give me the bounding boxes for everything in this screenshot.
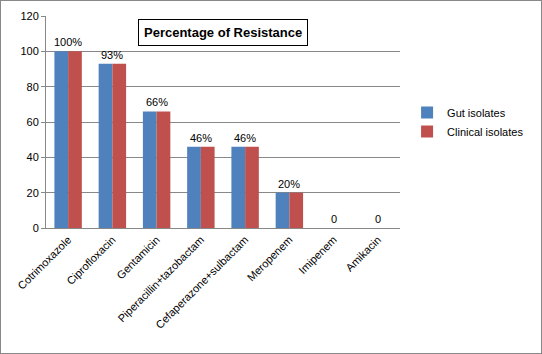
svg-text:0: 0 bbox=[375, 213, 381, 225]
svg-text:Meropenem: Meropenem bbox=[245, 234, 295, 284]
svg-text:Piperacillin+tazobactam: Piperacillin+tazobactam bbox=[115, 234, 206, 325]
svg-text:40: 40 bbox=[27, 151, 39, 163]
svg-text:Clinical isolates: Clinical isolates bbox=[447, 126, 523, 138]
svg-text:46%: 46% bbox=[234, 132, 256, 144]
svg-text:20: 20 bbox=[27, 187, 39, 199]
svg-text:0: 0 bbox=[33, 222, 39, 234]
svg-text:100: 100 bbox=[20, 45, 38, 57]
svg-text:Percentage of Resistance: Percentage of Resistance bbox=[144, 25, 302, 40]
svg-text:100%: 100% bbox=[54, 36, 82, 48]
svg-text:Amikacin: Amikacin bbox=[343, 234, 383, 274]
svg-text:66%: 66% bbox=[146, 96, 168, 108]
svg-text:Cefaperazone+sulbactam: Cefaperazone+sulbactam bbox=[153, 234, 250, 331]
svg-text:120: 120 bbox=[20, 10, 38, 22]
svg-text:Cotrimoxazole: Cotrimoxazole bbox=[15, 234, 73, 292]
svg-text:Gut isolates: Gut isolates bbox=[447, 107, 506, 119]
svg-text:Gentamicin: Gentamicin bbox=[114, 234, 162, 282]
svg-text:Imipenem: Imipenem bbox=[296, 234, 339, 277]
svg-text:46%: 46% bbox=[190, 132, 212, 144]
svg-text:20%: 20% bbox=[278, 178, 300, 190]
svg-text:80: 80 bbox=[27, 81, 39, 93]
svg-text:93%: 93% bbox=[101, 49, 123, 61]
svg-text:0: 0 bbox=[331, 213, 337, 225]
svg-text:Ciprofloxacin: Ciprofloxacin bbox=[64, 234, 117, 287]
svg-text:60: 60 bbox=[27, 116, 39, 128]
